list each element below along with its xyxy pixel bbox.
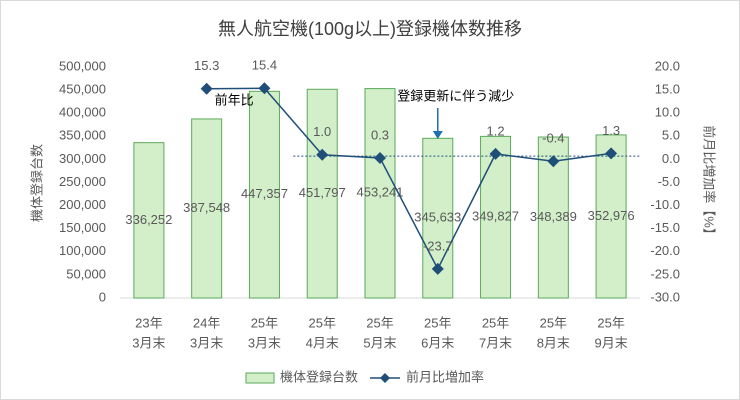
x-tick-label: 24年 (193, 315, 220, 330)
annotation: 登録更新に伴う減少 (397, 88, 514, 103)
y-tick-label: 300,000 (59, 151, 106, 166)
data-label: -0.4 (542, 131, 564, 146)
y2-tick-label: 20.0 (655, 58, 680, 73)
y-tick-label: 100,000 (59, 243, 106, 258)
data-label: 0.3 (371, 127, 389, 142)
y-tick-label: 200,000 (59, 197, 106, 212)
y2-tick-label: -30.0 (650, 289, 680, 304)
data-label: 387,548 (183, 200, 230, 215)
y2-tick-label: -15.0 (650, 220, 680, 235)
y-tick-label: 400,000 (59, 105, 106, 120)
y2-tick-label: -25.0 (650, 266, 680, 281)
x-tick-label: 25年 (251, 315, 278, 330)
y2-tick-label: 15.0 (655, 82, 680, 97)
x-tick-label: 25年 (366, 315, 393, 330)
legend-swatch (245, 372, 275, 384)
line-marker (431, 262, 444, 275)
data-label: 349,827 (472, 209, 519, 224)
y-tick-label: 350,000 (59, 128, 106, 143)
annotation-arrowhead (432, 131, 443, 139)
data-label: 1.3 (602, 123, 620, 138)
y-tick-label: 0 (99, 289, 106, 304)
line-marker (605, 147, 618, 160)
legend-label: 前月比増加率 (406, 369, 484, 384)
x-tick-label: 9月末 (594, 335, 627, 350)
x-tick-label: 3月末 (248, 335, 281, 350)
data-label: -23.7 (423, 238, 453, 253)
bar (248, 90, 280, 299)
y-tick-label: 250,000 (59, 174, 106, 189)
data-label: 345,633 (414, 210, 461, 225)
legend-label: 機体登録台数 (280, 369, 358, 384)
y2-tick-label: 0.0 (662, 151, 680, 166)
y2-tick-label: -5.0 (658, 174, 680, 189)
chart-title: 無人航空機(100g以上)登録機体数推移 (218, 19, 522, 39)
y-tick-label: 50,000 (66, 266, 106, 281)
x-tick-label: 25年 (540, 315, 567, 330)
bar (364, 88, 396, 299)
bar (480, 135, 512, 299)
x-tick-label: 3月末 (190, 335, 223, 350)
data-label: 447,357 (241, 186, 288, 201)
line-marker (374, 152, 386, 165)
y-tick-label: 500,000 (59, 58, 106, 73)
x-tick-label: 3月末 (132, 335, 165, 350)
bar (191, 118, 223, 299)
data-label: 336,252 (125, 212, 172, 227)
line-marker (200, 82, 213, 95)
bar (133, 142, 165, 299)
x-tick-label: 4月末 (306, 335, 339, 350)
data-label: 15.4 (252, 58, 277, 73)
bar (595, 134, 627, 299)
y2-axis-title: 前月比増加率【%】 (702, 125, 717, 241)
data-label: 352,976 (588, 208, 635, 223)
legend-swatch (380, 373, 390, 383)
line-marker (258, 82, 271, 95)
y-tick-label: 450,000 (59, 82, 106, 97)
x-tick-label: 25年 (482, 315, 509, 330)
x-tick-label: 25年 (308, 315, 335, 330)
x-tick-label: 25年 (424, 315, 451, 330)
y-tick-label: 150,000 (59, 220, 106, 235)
data-label: 453,241 (357, 185, 404, 200)
line-marker (489, 147, 502, 160)
y2-tick-label: -20.0 (650, 243, 680, 258)
x-tick-label: 5月末 (363, 335, 396, 350)
data-label: 1.2 (487, 123, 505, 138)
y2-tick-label: -10.0 (650, 197, 680, 212)
line (206, 87, 612, 271)
y-axis-title: 機体登録台数 (29, 144, 44, 222)
line-marker (547, 155, 560, 168)
x-tick-label: 6月末 (421, 335, 454, 350)
x-tick-label: 23年 (135, 315, 162, 330)
x-tick-label: 7月末 (479, 335, 512, 350)
x-tick-label: 8月末 (537, 335, 570, 350)
x-tick-label: 25年 (597, 315, 624, 330)
data-label: 348,389 (530, 209, 577, 224)
annotation: 前年比 (215, 92, 254, 107)
data-label: 15.3 (194, 58, 219, 73)
y2-tick-label: 5.0 (662, 128, 680, 143)
data-label: 451,797 (299, 185, 346, 200)
data-label: 1.0 (313, 124, 331, 139)
bar (306, 88, 338, 299)
line-marker (316, 148, 329, 161)
y2-tick-label: 10.0 (655, 105, 680, 120)
